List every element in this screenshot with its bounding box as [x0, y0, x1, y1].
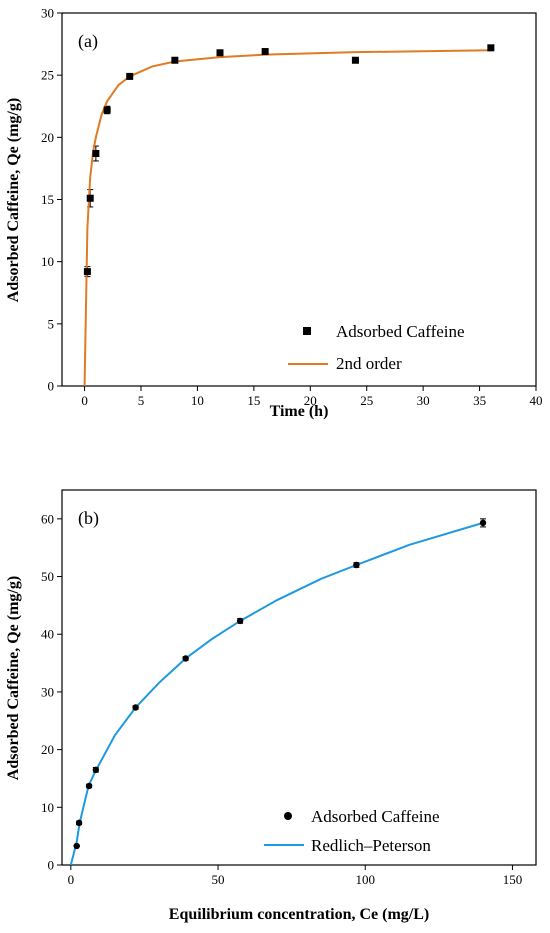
chart-panel-a: 0 5 10 15 20 25 30 35 40 0 5 10 15 20 25 30 (a) Time (h… — [5, 6, 543, 421]
fit-line-a — [83, 49, 491, 387]
data-point — [236, 617, 244, 625]
x-tick-label: 20 — [304, 393, 317, 408]
legend-marker-square — [303, 327, 311, 335]
data-point — [182, 655, 189, 662]
y-tick-label: 25 — [41, 68, 54, 83]
chart-panel-b: 0 50 100 150 0 10 20 30 40 50 60 (b) Equilibrium c… — [5, 489, 537, 923]
data-point — [126, 72, 134, 80]
data-point — [487, 44, 495, 52]
x-tick-label: 150 — [503, 872, 523, 887]
y-tick-label: 5 — [48, 316, 55, 331]
y-tick-label: 10 — [41, 254, 54, 269]
x-tick-label: 5 — [138, 393, 145, 408]
y-tick-label: 30 — [41, 6, 54, 21]
y-tick-label: 20 — [41, 742, 54, 757]
x-tick-label: 10 — [191, 393, 204, 408]
panel-label-a: (a) — [78, 31, 98, 52]
y-tick-label: 50 — [41, 569, 54, 584]
data-point — [83, 268, 91, 276]
data-points-a — [83, 44, 495, 276]
x-tick-label: 30 — [417, 393, 430, 408]
data-point — [353, 561, 360, 569]
data-point — [75, 819, 83, 827]
data-points-b — [73, 519, 487, 850]
fit-line-b — [69, 521, 484, 866]
x-axis-title-a: Time (h) — [270, 403, 329, 420]
y-tick-label: 0 — [48, 858, 55, 873]
ticks-b: 0 50 100 150 0 10 20 30 40 50 60 — [41, 511, 522, 887]
legend-b: Adsorbed Caffeine Redlich–Peterson — [264, 807, 440, 855]
y-tick-label: 0 — [48, 379, 55, 394]
ticks-a: 0 5 10 15 20 25 30 35 40 0 5 10 15 20 25 30 — [41, 6, 543, 409]
legend-marker-circle — [284, 812, 292, 820]
data-point — [171, 56, 179, 64]
data-point — [261, 48, 269, 56]
legend-label-data-b: Adsorbed Caffeine — [311, 807, 440, 826]
legend-label-data-a: Adsorbed Caffeine — [336, 322, 465, 341]
x-tick-label: 15 — [247, 393, 260, 408]
x-tick-label: 50 — [212, 872, 225, 887]
x-tick-label: 35 — [473, 393, 486, 408]
x-tick-label: 0 — [81, 393, 88, 408]
x-tick-label: 25 — [360, 393, 373, 408]
y-tick-label: 40 — [41, 627, 54, 642]
legend-label-fit-b: Redlich–Peterson — [311, 836, 431, 855]
data-point — [103, 106, 111, 114]
data-point — [479, 519, 487, 527]
y-axis-title-b: Adsorbed Caffeine, Qe (mg/g) — [5, 576, 22, 780]
panel-label-b: (b) — [78, 508, 99, 529]
data-point — [86, 194, 94, 202]
data-point — [132, 704, 139, 711]
y-axis-title-a: Adsorbed Caffeine, Qe (mg/g) — [5, 98, 22, 302]
legend-label-fit-a: 2nd order — [336, 354, 402, 373]
x-tick-label: 100 — [355, 872, 375, 887]
x-axis-title-b: Equilibrium concentration, Ce (mg/L) — [169, 906, 429, 923]
y-tick-label: 30 — [41, 684, 54, 699]
legend-a: Adsorbed Caffeine 2nd order — [288, 322, 465, 373]
data-point — [73, 842, 80, 850]
error-bars-b — [73, 518, 487, 848]
y-tick-label: 15 — [41, 192, 54, 207]
plot-frame-b — [61, 489, 537, 866]
plot-frame-a — [61, 12, 537, 387]
x-tick-label: 40 — [530, 393, 543, 408]
data-point — [351, 56, 359, 64]
y-tick-label: 60 — [41, 511, 54, 526]
error-bars-a — [84, 44, 494, 278]
y-tick-label: 20 — [41, 130, 54, 145]
data-point — [85, 782, 93, 790]
x-tick-label: 0 — [68, 872, 75, 887]
data-point — [92, 766, 100, 774]
y-tick-label: 10 — [41, 800, 54, 815]
data-point — [216, 49, 224, 57]
data-point — [92, 149, 100, 157]
